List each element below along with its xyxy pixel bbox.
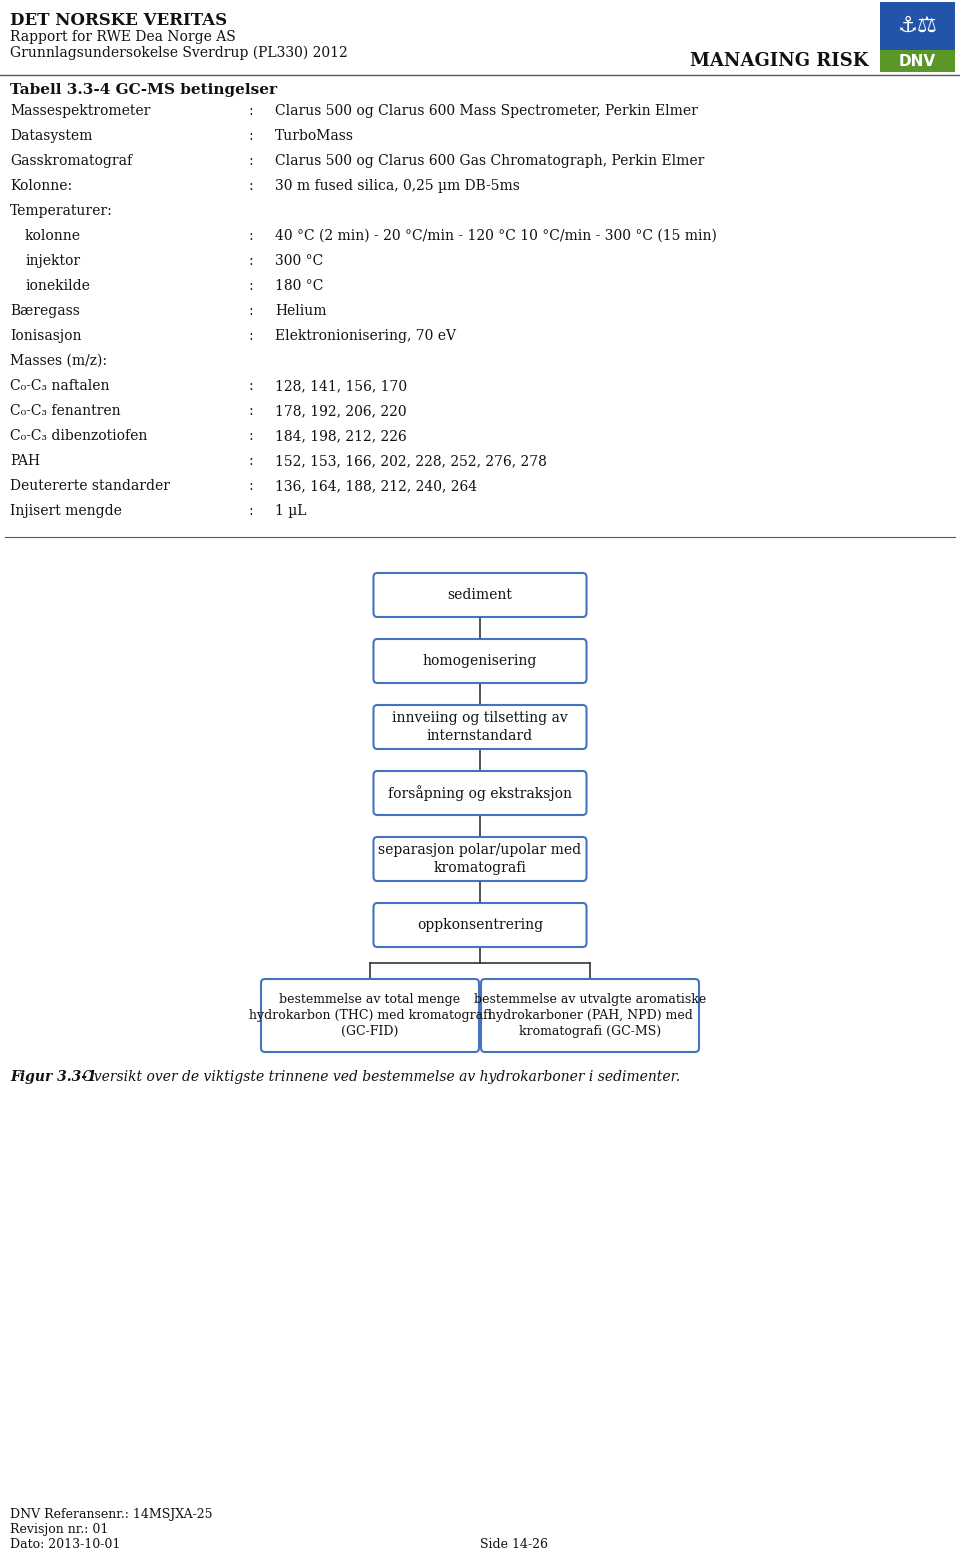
FancyBboxPatch shape — [481, 979, 699, 1052]
Text: :: : — [248, 429, 252, 443]
Text: :: : — [248, 454, 252, 468]
Text: TurboMass: TurboMass — [275, 129, 354, 143]
Text: Gasskromatograf: Gasskromatograf — [10, 154, 132, 168]
Text: injektor: injektor — [25, 254, 80, 268]
Text: Grunnlagsundersokelse Sverdrup (PL330) 2012: Grunnlagsundersokelse Sverdrup (PL330) 2… — [10, 47, 348, 61]
Text: 152, 153, 166, 202, 228, 252, 276, 278: 152, 153, 166, 202, 228, 252, 276, 278 — [275, 454, 547, 468]
Text: Oversikt over de viktigste trinnene ved bestemmelse av hydrokarboner i sedimente: Oversikt over de viktigste trinnene ved … — [78, 1069, 680, 1084]
FancyBboxPatch shape — [261, 979, 479, 1052]
Text: 184, 198, 212, 226: 184, 198, 212, 226 — [275, 429, 407, 443]
Text: :: : — [248, 154, 252, 168]
Text: :: : — [248, 279, 252, 293]
Text: forsåpning og ekstraksjon: forsåpning og ekstraksjon — [388, 786, 572, 801]
Text: 136, 164, 188, 212, 240, 264: 136, 164, 188, 212, 240, 264 — [275, 479, 477, 493]
FancyBboxPatch shape — [373, 639, 587, 683]
Text: Kolonne:: Kolonne: — [10, 179, 72, 193]
Text: Helium: Helium — [275, 304, 326, 318]
Text: :: : — [248, 379, 252, 393]
Text: ⚓⚖: ⚓⚖ — [898, 16, 938, 36]
Text: 300 °C: 300 °C — [275, 254, 324, 268]
Text: :: : — [248, 404, 252, 418]
Text: :: : — [248, 229, 252, 243]
FancyBboxPatch shape — [373, 772, 587, 815]
Text: DNV: DNV — [899, 53, 936, 69]
Text: Side 14-26: Side 14-26 — [480, 1539, 548, 1551]
Text: 30 m fused silica, 0,25 µm DB-5ms: 30 m fused silica, 0,25 µm DB-5ms — [275, 179, 520, 193]
Text: :: : — [248, 104, 252, 118]
Text: Massespektrometer: Massespektrometer — [10, 104, 151, 118]
Text: Clarus 500 og Clarus 600 Mass Spectrometer, Perkin Elmer: Clarus 500 og Clarus 600 Mass Spectromet… — [275, 104, 698, 118]
Text: Temperaturer:: Temperaturer: — [10, 204, 112, 218]
Text: ionekilde: ionekilde — [25, 279, 90, 293]
Text: Figur 3.3-1: Figur 3.3-1 — [10, 1069, 97, 1084]
Text: Elektronionisering, 70 eV: Elektronionisering, 70 eV — [275, 329, 456, 343]
Text: 178, 192, 206, 220: 178, 192, 206, 220 — [275, 404, 407, 418]
Text: :: : — [248, 504, 252, 518]
Text: Ionisasjon: Ionisasjon — [10, 329, 82, 343]
Bar — [880, 2, 955, 50]
Text: 40 °C (2 min) - 20 °C/min - 120 °C 10 °C/min - 300 °C (15 min): 40 °C (2 min) - 20 °C/min - 120 °C 10 °C… — [275, 229, 717, 243]
Text: separasjon polar/upolar med
kromatografi: separasjon polar/upolar med kromatografi — [378, 843, 582, 875]
Text: homogenisering: homogenisering — [422, 653, 538, 667]
Text: 180 °C: 180 °C — [275, 279, 324, 293]
Text: 1 µL: 1 µL — [275, 504, 306, 518]
FancyBboxPatch shape — [373, 903, 587, 946]
Bar — [880, 50, 955, 72]
Text: :: : — [248, 129, 252, 143]
Text: 128, 141, 156, 170: 128, 141, 156, 170 — [275, 379, 407, 393]
Text: MANAGING RISK: MANAGING RISK — [689, 51, 868, 70]
Text: oppkonsentrering: oppkonsentrering — [417, 918, 543, 932]
Text: Rapport for RWE Dea Norge AS: Rapport for RWE Dea Norge AS — [10, 30, 236, 44]
Text: kolonne: kolonne — [25, 229, 81, 243]
Text: :: : — [248, 254, 252, 268]
Text: Revisjon nr.: 01: Revisjon nr.: 01 — [10, 1523, 108, 1536]
Text: innveiing og tilsetting av
internstandard: innveiing og tilsetting av internstandar… — [392, 711, 568, 742]
Text: :: : — [248, 304, 252, 318]
Text: Injisert mengde: Injisert mengde — [10, 504, 122, 518]
FancyBboxPatch shape — [373, 837, 587, 881]
Text: PAH: PAH — [10, 454, 40, 468]
Text: bestemmelse av utvalgte aromatiske
hydrokarboner (PAH, NPD) med
kromatografi (GC: bestemmelse av utvalgte aromatiske hydro… — [474, 993, 707, 1038]
Text: Dato: 2013-10-01: Dato: 2013-10-01 — [10, 1539, 120, 1551]
Text: :: : — [248, 479, 252, 493]
Text: Deutererte standarder: Deutererte standarder — [10, 479, 170, 493]
Text: Datasystem: Datasystem — [10, 129, 92, 143]
Text: Tabell 3.3-4 GC-MS betingelser: Tabell 3.3-4 GC-MS betingelser — [10, 83, 277, 97]
Text: C₀-C₃ naftalen: C₀-C₃ naftalen — [10, 379, 109, 393]
Text: :: : — [248, 179, 252, 193]
Text: DNV Referansenr.: 14MSJXA-25: DNV Referansenr.: 14MSJXA-25 — [10, 1508, 212, 1522]
Text: sediment: sediment — [447, 588, 513, 602]
Text: :: : — [248, 329, 252, 343]
Text: Masses (m/z):: Masses (m/z): — [10, 354, 107, 368]
FancyBboxPatch shape — [373, 574, 587, 617]
Text: bestemmelse av total menge
hydrokarbon (THC) med kromatografi
(GC-FID): bestemmelse av total menge hydrokarbon (… — [249, 993, 492, 1038]
Text: C₀-C₃ fenantren: C₀-C₃ fenantren — [10, 404, 121, 418]
FancyBboxPatch shape — [373, 705, 587, 748]
Text: DET NORSKE VERITAS: DET NORSKE VERITAS — [10, 12, 228, 30]
Text: C₀-C₃ dibenzotiofen: C₀-C₃ dibenzotiofen — [10, 429, 148, 443]
Text: Bæregass: Bæregass — [10, 304, 80, 318]
Text: Clarus 500 og Clarus 600 Gas Chromatograph, Perkin Elmer: Clarus 500 og Clarus 600 Gas Chromatogra… — [275, 154, 705, 168]
